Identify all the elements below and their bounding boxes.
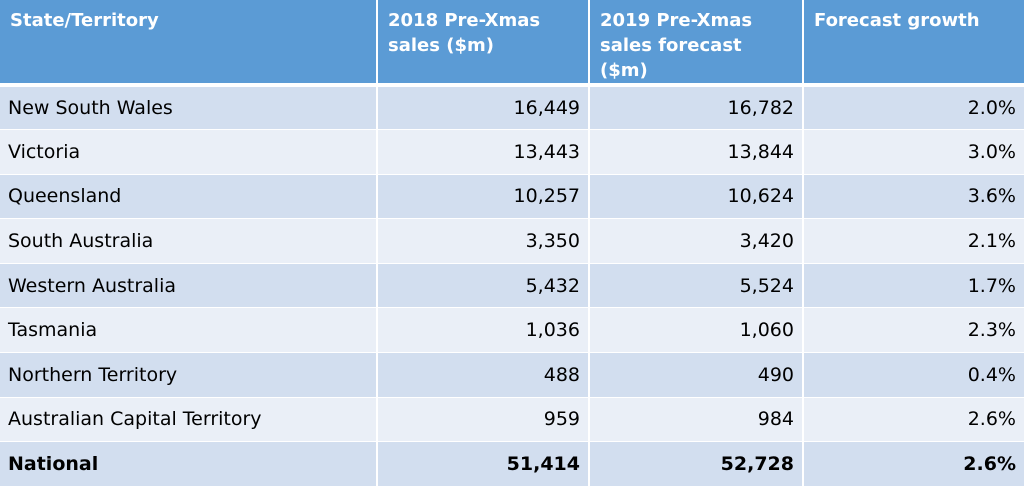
table-row: Queensland 10,257 10,624 3.6%: [0, 174, 1024, 220]
table-row: New South Wales 16,449 16,782 2.0%: [0, 85, 1024, 131]
header-state-label: State/Territory: [10, 10, 159, 31]
sales-2018-cell: 959: [377, 397, 590, 443]
table-row: Victoria 13,443 13,844 3.0%: [0, 129, 1024, 175]
growth-cell: 1.7%: [803, 263, 1024, 309]
header-sales-2019-line2: sales forecast ($m): [600, 35, 742, 81]
sales-2018-cell: 16,449: [377, 85, 590, 131]
sales-2018-cell: 5,432: [377, 263, 590, 309]
header-row: State/Territory 2018 Pre-Xmas sales ($m) …: [0, 0, 1024, 87]
state-cell: New South Wales: [0, 85, 378, 131]
table-row: Northern Territory 488 490 0.4%: [0, 352, 1024, 398]
sales-2019-cell: 10,624: [589, 174, 804, 220]
sales-2018-cell: 10,257: [377, 174, 590, 220]
sales-2018-cell: 1,036: [377, 307, 590, 354]
sales-2019-cell: 490: [589, 352, 804, 398]
total-label-cell: National: [0, 441, 378, 486]
state-cell: Victoria: [0, 129, 378, 175]
growth-cell: 2.6%: [803, 397, 1024, 443]
sales-2019-cell: 5,524: [589, 263, 804, 309]
state-cell: Western Australia: [0, 263, 378, 309]
state-cell: South Australia: [0, 218, 378, 264]
sales-2019-cell: 16,782: [589, 85, 804, 131]
header-growth: Forecast growth: [803, 0, 1024, 87]
state-cell: Tasmania: [0, 307, 378, 354]
growth-cell: 3.6%: [803, 174, 1024, 220]
sales-2019-cell: 3,420: [589, 218, 804, 264]
state-cell: Northern Territory: [0, 352, 378, 398]
total-growth-cell: 2.6%: [803, 441, 1024, 486]
sales-2018-cell: 13,443: [377, 129, 590, 175]
sales-2018-cell: 3,350: [377, 218, 590, 264]
sales-2018-cell: 488: [377, 352, 590, 398]
header-sales-2019-line1: 2019 Pre-Xmas: [600, 10, 753, 31]
header-sales-2018: 2018 Pre-Xmas sales ($m): [377, 0, 590, 87]
total-row: National 51,414 52,728 2.6%: [0, 441, 1024, 486]
header-sales-2018-line1: 2018 Pre-Xmas: [388, 10, 541, 31]
table-row: Western Australia 5,432 5,524 1.7%: [0, 263, 1024, 309]
header-sales-2018-line2: sales ($m): [388, 35, 494, 56]
total-sales-2019-cell: 52,728: [589, 441, 804, 486]
state-cell: Australian Capital Territory: [0, 397, 378, 443]
growth-cell: 2.3%: [803, 307, 1024, 354]
growth-cell: 2.1%: [803, 218, 1024, 264]
sales-2019-cell: 984: [589, 397, 804, 443]
header-growth-label: Forecast growth: [814, 10, 980, 31]
growth-cell: 2.0%: [803, 85, 1024, 131]
table-row: Australian Capital Territory 959 984 2.6…: [0, 397, 1024, 443]
table-row: Tasmania 1,036 1,060 2.3%: [0, 307, 1024, 354]
sales-2019-cell: 13,844: [589, 129, 804, 175]
growth-cell: 0.4%: [803, 352, 1024, 398]
total-sales-2018-cell: 51,414: [377, 441, 590, 486]
header-state: State/Territory: [0, 0, 378, 87]
growth-cell: 3.0%: [803, 129, 1024, 175]
state-cell: Queensland: [0, 174, 378, 220]
sales-2019-cell: 1,060: [589, 307, 804, 354]
table-row: South Australia 3,350 3,420 2.1%: [0, 218, 1024, 264]
header-sales-2019: 2019 Pre-Xmas sales forecast ($m): [589, 0, 804, 87]
